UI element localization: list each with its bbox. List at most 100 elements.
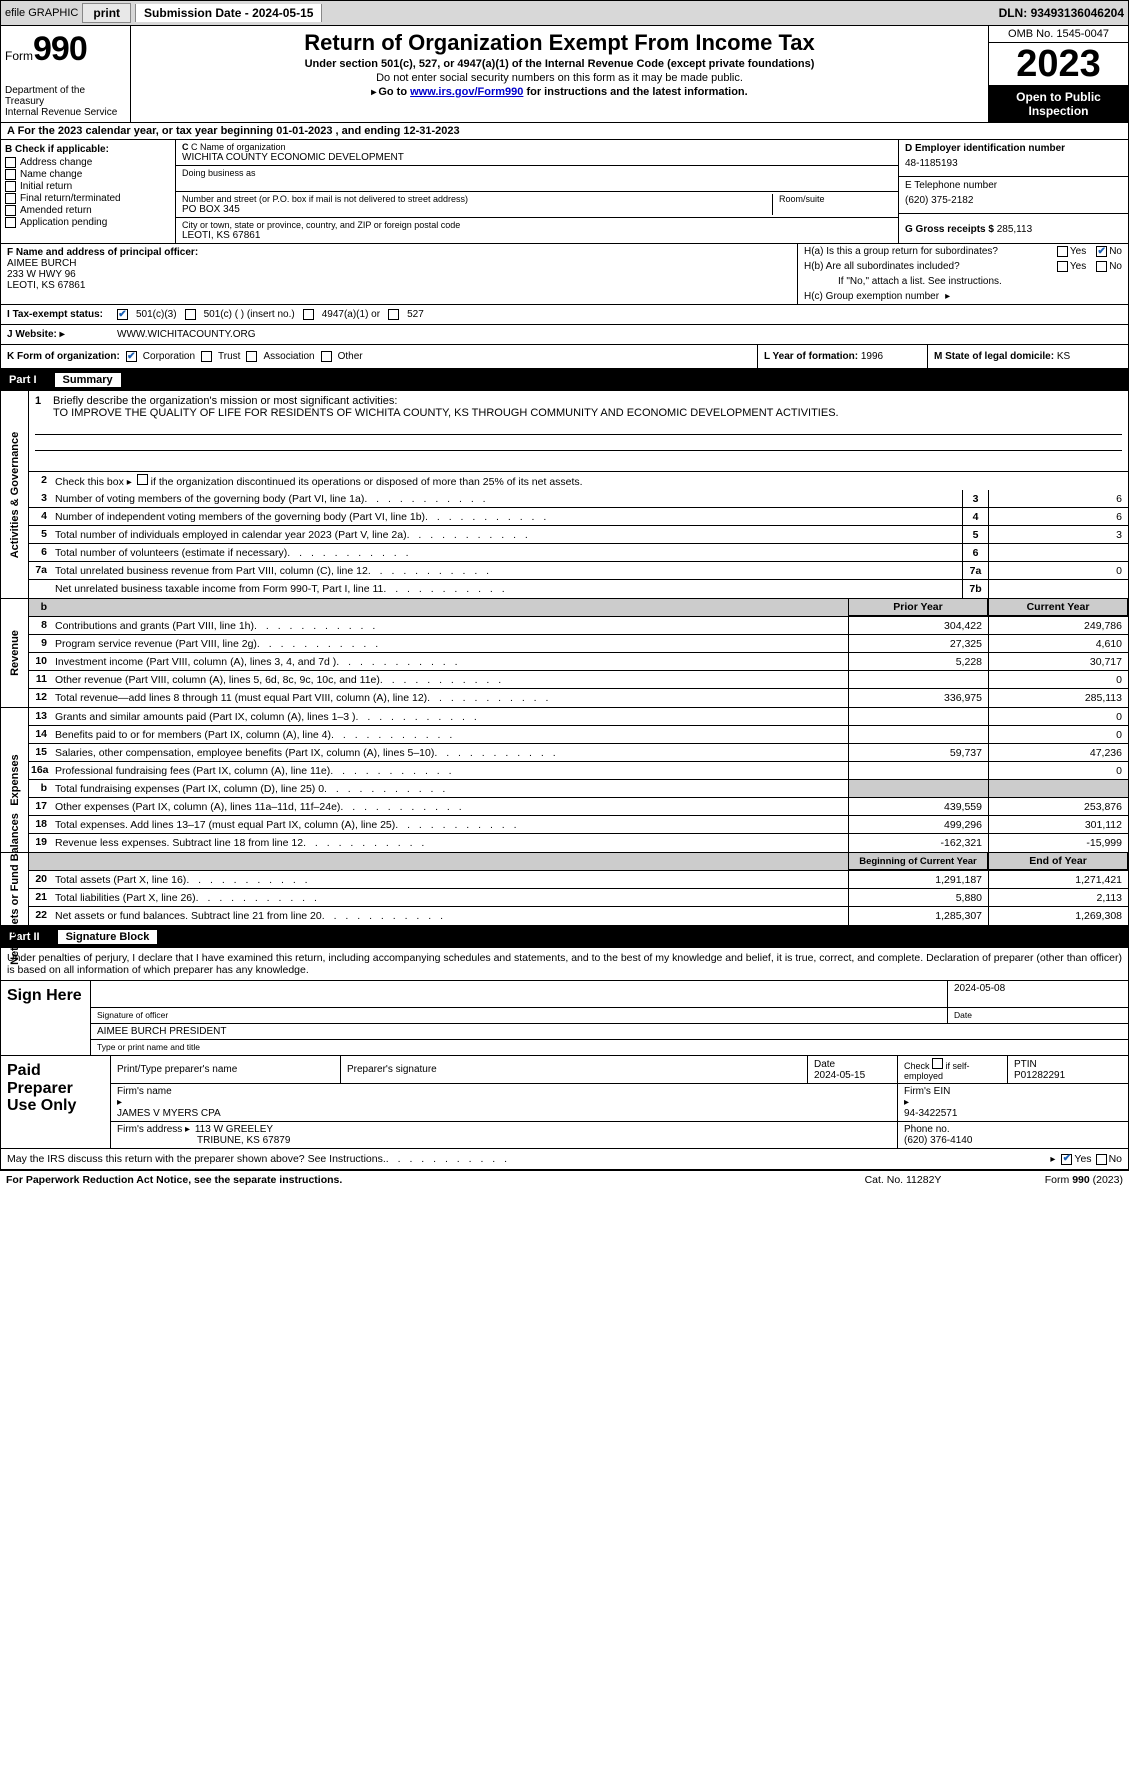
prior-val: 1,291,187 <box>848 871 988 888</box>
col-d: D Employer identification number 48-1185… <box>898 140 1128 243</box>
col-f-officer: F Name and address of principal officer:… <box>1 244 798 304</box>
h-a-row: H(a) Is this a group return for subordin… <box>798 244 1128 259</box>
curr-val: 1,271,421 <box>988 871 1128 888</box>
corp-checkbox[interactable] <box>126 351 137 362</box>
end-year-header: End of Year <box>988 853 1128 870</box>
part1-num: Part I <box>9 374 37 386</box>
curr-val: 0 <box>988 762 1128 779</box>
h-c-row: H(c) Group exemption number <box>798 289 1128 304</box>
colb-checkbox-0[interactable] <box>5 157 16 168</box>
officer-addr2: LEOTI, KS 67861 <box>7 280 791 291</box>
efile-label: efile GRAPHIC <box>5 7 78 19</box>
line2-checkbox[interactable] <box>137 474 148 485</box>
col-h: H(a) Is this a group return for subordin… <box>798 244 1128 304</box>
city-row: City or town, state or province, country… <box>176 218 898 243</box>
beg-year-header: Beginning of Current Year <box>848 853 988 870</box>
curr-val: 249,786 <box>988 617 1128 634</box>
part2-header: Part II Signature Block <box>0 926 1129 948</box>
gross: 285,113 <box>997 224 1032 235</box>
prior-val: -162,321 <box>848 834 988 852</box>
curr-val: 2,113 <box>988 889 1128 906</box>
curr-val: 0 <box>988 671 1128 688</box>
data-line: 21Total liabilities (Part X, line 26)5,8… <box>29 889 1128 907</box>
mission-text: TO IMPROVE THE QUALITY OF LIFE FOR RESID… <box>35 407 1122 419</box>
colb-item: Application pending <box>5 217 171 228</box>
colb-label: Initial return <box>20 181 72 192</box>
curr-val: 301,112 <box>988 816 1128 833</box>
gov-line: 6Total number of volunteers (estimate if… <box>29 544 1128 562</box>
hb-yes-checkbox[interactable] <box>1057 261 1068 272</box>
pname-label: Print/Type preparer's name <box>117 1064 334 1075</box>
col-c-org: C C Name of organization WICHITA COUNTY … <box>176 140 898 243</box>
self-emp-checkbox[interactable] <box>932 1058 943 1069</box>
addr-row: Number and street (or P.O. box if mail i… <box>176 192 898 218</box>
print-button[interactable]: print <box>82 3 131 23</box>
ha-no-checkbox[interactable] <box>1096 246 1107 257</box>
curr-val: 47,236 <box>988 744 1128 761</box>
colb-checkbox-2[interactable] <box>5 181 16 192</box>
firm-addr2: TRIBUNE, KS 67879 <box>117 1135 891 1146</box>
gross-row: G Gross receipts $ 285,113 <box>899 214 1128 238</box>
501c3-checkbox[interactable] <box>117 309 128 320</box>
sign-block: Sign Here 2024-05-08 Signature of office… <box>0 981 1129 1056</box>
prior-val <box>848 726 988 743</box>
assoc-checkbox[interactable] <box>246 351 257 362</box>
treasury-dept: Department of the Treasury Internal Reve… <box>5 85 126 118</box>
sign-here-label: Sign Here <box>1 981 91 1055</box>
sign-name: AIMEE BURCH PRESIDENT <box>91 1024 1128 1039</box>
addr: PO BOX 345 <box>182 204 772 215</box>
curr-val: 253,876 <box>988 798 1128 815</box>
subtitle-2: Do not enter social security numbers on … <box>139 72 980 84</box>
l-year: L Year of formation: 1996 <box>758 345 928 368</box>
colb-label: Name change <box>20 169 82 180</box>
501c-checkbox[interactable] <box>185 309 196 320</box>
vlabel-netassets: Net Assets or Fund Balances <box>1 853 29 925</box>
line-ref: 7b <box>962 580 988 598</box>
row-a-taxyear: A For the 2023 calendar year, or tax yea… <box>0 123 1129 140</box>
data-line: 22Net assets or fund balances. Subtract … <box>29 907 1128 925</box>
prior-val: 5,228 <box>848 653 988 670</box>
ptin: P01282291 <box>1014 1070 1122 1081</box>
data-line: 11Other revenue (Part VIII, column (A), … <box>29 671 1128 689</box>
prior-val: 304,422 <box>848 617 988 634</box>
colb-checkbox-1[interactable] <box>5 169 16 180</box>
officer-label: F Name and address of principal officer: <box>7 247 791 258</box>
gov-line: Net unrelated business taxable income fr… <box>29 580 1128 598</box>
trust-checkbox[interactable] <box>201 351 212 362</box>
row-j-website: J Website: WWW.WICHITACOUNTY.ORG <box>0 324 1129 344</box>
subtitle-3: Go to www.irs.gov/Form990 for instructio… <box>139 86 980 98</box>
section-netassets: Net Assets or Fund Balances Beginning of… <box>0 853 1129 926</box>
signature-intro: Under penalties of perjury, I declare th… <box>0 948 1129 981</box>
netassets-header-row: Beginning of Current Year End of Year <box>29 853 1128 871</box>
ha-yes-checkbox[interactable] <box>1057 246 1068 257</box>
line-val: 3 <box>988 526 1128 543</box>
line-ref: 3 <box>962 490 988 507</box>
other-checkbox[interactable] <box>321 351 332 362</box>
527-checkbox[interactable] <box>388 309 399 320</box>
colb-checkbox-4[interactable] <box>5 205 16 216</box>
footer-center: Cat. No. 11282Y <box>823 1174 983 1186</box>
irs-link[interactable]: www.irs.gov/Form990 <box>410 86 523 98</box>
colb-item: Final return/terminated <box>5 193 171 204</box>
4947-checkbox[interactable] <box>303 309 314 320</box>
colb-checkbox-5[interactable] <box>5 217 16 228</box>
curr-val <box>988 780 1128 797</box>
pdate-label: Date <box>814 1059 891 1070</box>
hb-no-checkbox[interactable] <box>1096 261 1107 272</box>
discuss-row: May the IRS discuss this return with the… <box>0 1149 1129 1170</box>
colb-checkbox-3[interactable] <box>5 193 16 204</box>
data-line: 9Program service revenue (Part VIII, lin… <box>29 635 1128 653</box>
discuss-yes-checkbox[interactable] <box>1061 1154 1072 1165</box>
firm-ein: 94-3422571 <box>904 1108 1122 1119</box>
colb-item: Address change <box>5 157 171 168</box>
data-line: 10Investment income (Part VIII, column (… <box>29 653 1128 671</box>
prior-val: 5,880 <box>848 889 988 906</box>
discuss-no-checkbox[interactable] <box>1096 1154 1107 1165</box>
line-val <box>988 580 1128 598</box>
data-line: 15Salaries, other compensation, employee… <box>29 744 1128 762</box>
part2-title: Signature Block <box>58 930 158 944</box>
sign-date: 2024-05-08 <box>948 981 1128 1007</box>
firm-name: JAMES V MYERS CPA <box>117 1108 891 1119</box>
vlabel-revenue: Revenue <box>1 599 29 707</box>
form-header: Form990 Department of the Treasury Inter… <box>0 26 1129 123</box>
